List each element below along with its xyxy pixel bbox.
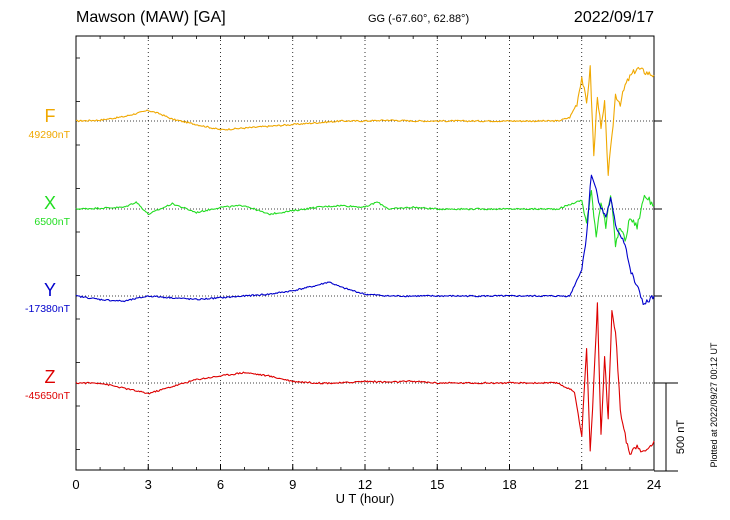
x-axis-label: U T (hour) <box>336 491 395 506</box>
series-baseline-F: 49290nT <box>29 129 71 141</box>
series-line-Z <box>75 302 655 455</box>
x-tick-label-3: 3 <box>145 477 152 492</box>
series-name-X: X <box>44 193 56 213</box>
x-tick-label-0: 0 <box>72 477 79 492</box>
x-tick-label-12: 12 <box>358 477 372 492</box>
scale-bar-label: 500 nT <box>675 420 687 455</box>
series-line-Y <box>75 174 655 306</box>
series-baseline-X: 6500nT <box>34 216 70 228</box>
x-tick-label-15: 15 <box>430 477 444 492</box>
x-tick-label-18: 18 <box>502 477 516 492</box>
x-tick-label-24: 24 <box>647 477 661 492</box>
geographic-coordinates: GG (-67.60°, 62.88°) <box>368 13 470 25</box>
x-tick-label-6: 6 <box>217 477 224 492</box>
series-name-Y: Y <box>44 280 56 300</box>
series-name-Z: Z <box>45 367 56 387</box>
series-baseline-Y: -17380nT <box>25 303 71 315</box>
plotted-timestamp: Plotted at 2022/09/27 00:12 UT <box>709 342 719 468</box>
date-label: 2022/09/17 <box>573 9 654 26</box>
x-tick-label-21: 21 <box>575 477 589 492</box>
series-line-F <box>75 65 655 176</box>
series-name-F: F <box>45 106 56 126</box>
x-tick-label-9: 9 <box>289 477 296 492</box>
series-line-X <box>75 189 655 248</box>
station-title: Mawson (MAW) [GA] <box>76 9 226 26</box>
series-baseline-Z: -45650nT <box>25 390 71 402</box>
